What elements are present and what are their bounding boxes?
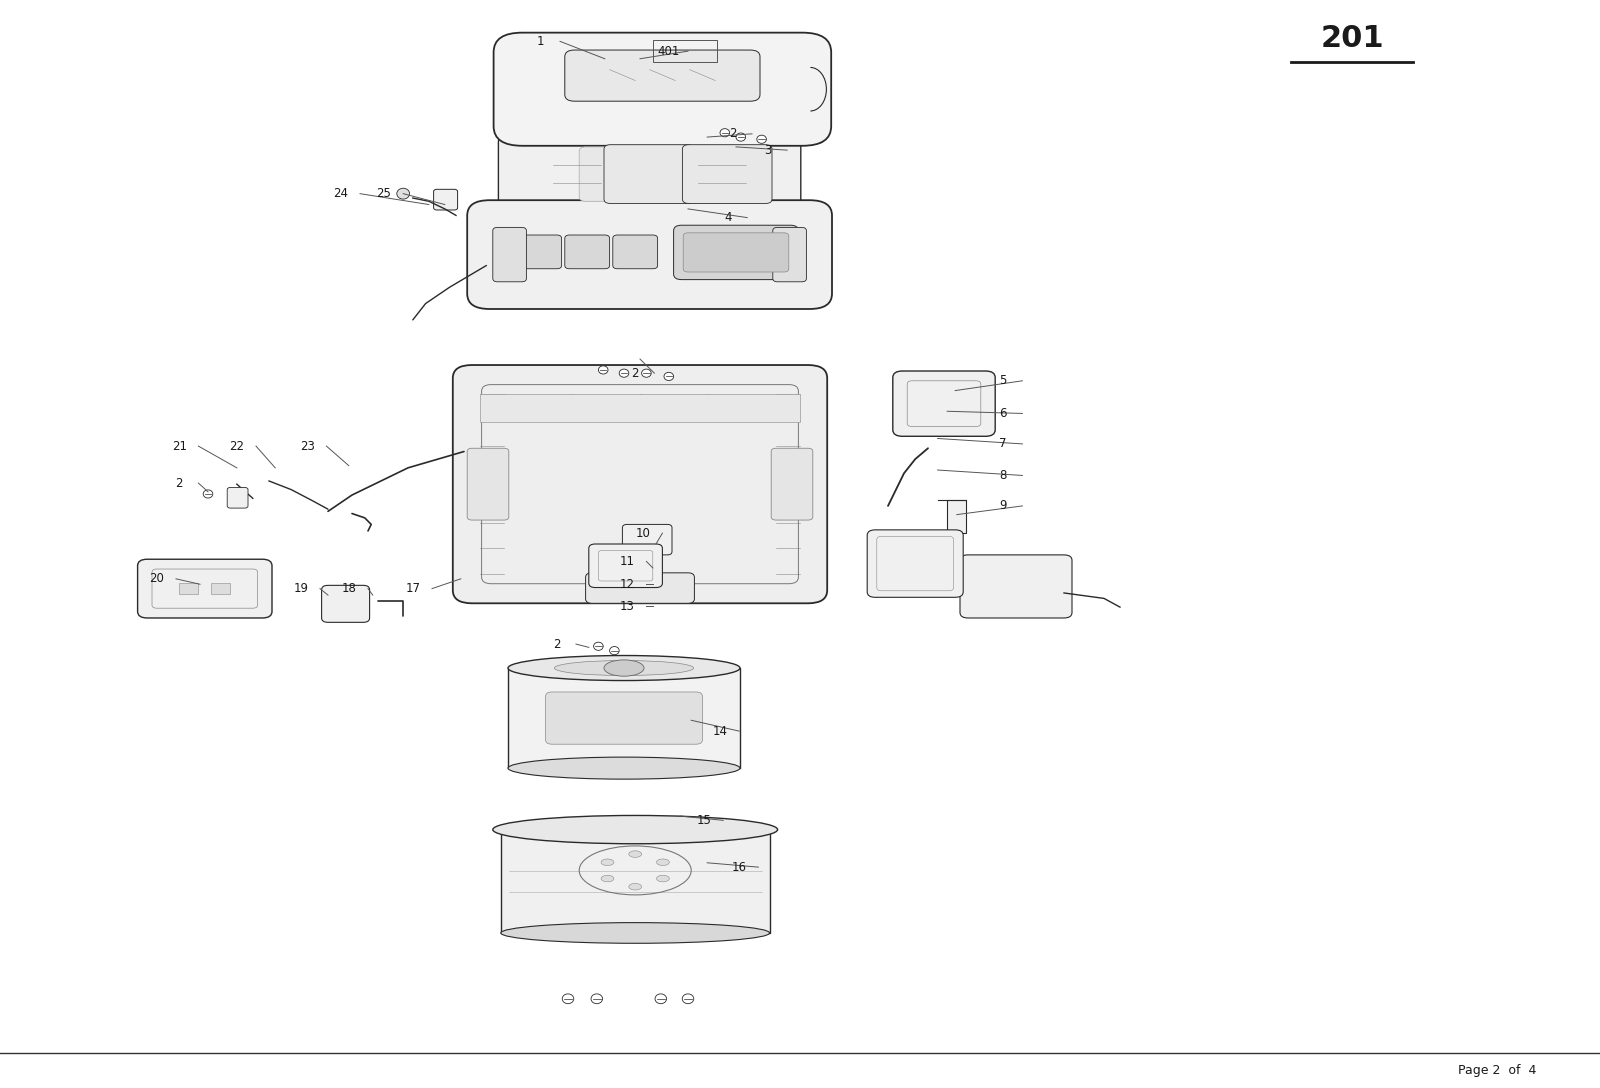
FancyBboxPatch shape [227,487,248,508]
FancyBboxPatch shape [683,145,773,203]
Text: 2: 2 [176,477,182,490]
Ellipse shape [590,994,603,1003]
Text: 12: 12 [619,578,635,591]
Ellipse shape [493,816,778,844]
Ellipse shape [736,133,746,141]
Text: 4: 4 [725,211,731,224]
Bar [509,668,739,768]
Text: 15: 15 [696,814,712,827]
FancyBboxPatch shape [467,200,832,309]
FancyBboxPatch shape [322,585,370,622]
Text: 17: 17 [405,582,421,595]
Ellipse shape [610,646,619,655]
FancyBboxPatch shape [493,33,832,146]
FancyBboxPatch shape [867,530,963,597]
FancyBboxPatch shape [683,233,789,272]
FancyBboxPatch shape [605,145,694,203]
FancyBboxPatch shape [622,524,672,555]
Ellipse shape [682,994,694,1003]
Text: 2: 2 [632,367,638,380]
Text: 6: 6 [1000,407,1006,420]
FancyBboxPatch shape [546,692,702,744]
Text: 5: 5 [1000,374,1006,387]
Text: 201: 201 [1320,24,1384,52]
Text: 8: 8 [1000,469,1006,482]
Bar [501,829,770,932]
Text: 19: 19 [293,582,309,595]
Text: 21: 21 [171,440,187,453]
Ellipse shape [757,135,766,144]
Ellipse shape [203,490,213,498]
FancyBboxPatch shape [771,448,813,520]
Text: 25: 25 [376,187,392,200]
Ellipse shape [509,757,739,779]
Text: 10: 10 [635,527,651,540]
Ellipse shape [562,994,574,1003]
FancyBboxPatch shape [565,50,760,101]
Ellipse shape [656,875,669,881]
Text: 18: 18 [341,582,357,595]
Ellipse shape [642,369,651,378]
Text: 14: 14 [712,725,728,738]
Text: 11: 11 [619,555,635,568]
Text: 401: 401 [658,45,680,58]
Text: Page 2  of  4: Page 2 of 4 [1458,1064,1536,1077]
Ellipse shape [619,369,629,378]
Text: 7: 7 [1000,437,1006,450]
Ellipse shape [629,883,642,890]
FancyBboxPatch shape [589,544,662,588]
Bar [179,583,198,594]
Ellipse shape [554,660,694,676]
Text: 23: 23 [299,440,315,453]
FancyBboxPatch shape [773,227,806,282]
Text: 2: 2 [730,127,736,140]
FancyBboxPatch shape [674,225,798,280]
Ellipse shape [598,366,608,374]
FancyBboxPatch shape [565,235,610,269]
Text: 2: 2 [554,638,560,651]
FancyBboxPatch shape [893,371,995,436]
Bar [480,394,800,421]
Text: 1: 1 [538,35,544,48]
Text: 20: 20 [149,572,165,585]
Text: 13: 13 [619,599,635,613]
Ellipse shape [501,923,770,943]
FancyBboxPatch shape [493,227,526,282]
Text: 3: 3 [765,144,771,157]
Ellipse shape [664,372,674,381]
FancyBboxPatch shape [453,366,827,603]
FancyBboxPatch shape [467,448,509,520]
Ellipse shape [602,860,614,866]
Ellipse shape [605,659,643,676]
Text: 16: 16 [731,861,747,874]
Bar [211,583,230,594]
Text: 22: 22 [229,440,245,453]
FancyBboxPatch shape [586,572,694,603]
Ellipse shape [602,875,614,881]
FancyBboxPatch shape [517,235,562,269]
Ellipse shape [509,655,739,681]
Ellipse shape [720,128,730,137]
FancyBboxPatch shape [613,235,658,269]
FancyBboxPatch shape [499,129,800,219]
FancyBboxPatch shape [138,559,272,618]
Bar [653,40,717,62]
Ellipse shape [594,642,603,651]
Text: 9: 9 [1000,499,1006,512]
Ellipse shape [501,818,770,841]
Ellipse shape [629,851,642,857]
Text: 24: 24 [333,187,349,200]
FancyBboxPatch shape [499,107,826,144]
Ellipse shape [397,188,410,199]
FancyBboxPatch shape [960,555,1072,618]
FancyBboxPatch shape [579,147,720,201]
Ellipse shape [654,994,667,1003]
Ellipse shape [656,860,669,866]
Bar [947,500,966,533]
FancyBboxPatch shape [434,189,458,210]
